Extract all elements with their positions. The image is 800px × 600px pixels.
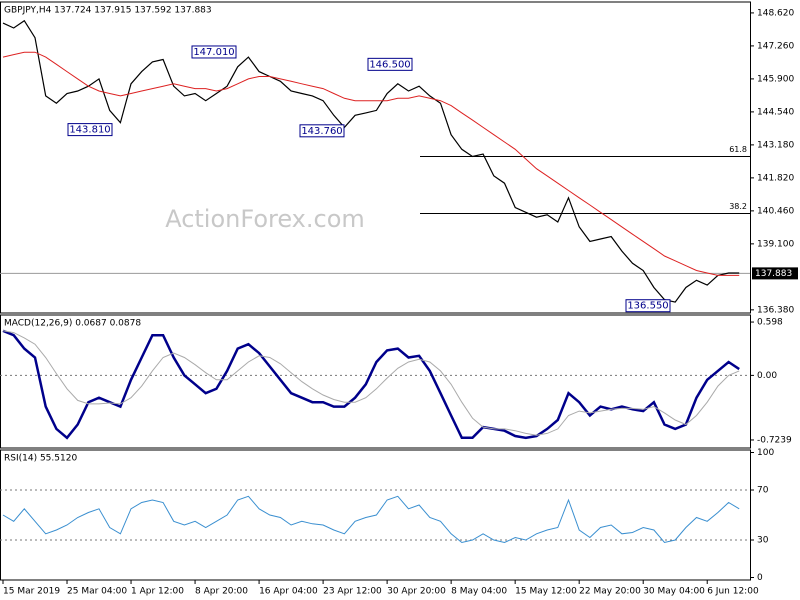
- y-tick-label: 136.380: [757, 305, 794, 315]
- y-tick-label: 148.620: [757, 8, 794, 18]
- y-tick-label: 100: [757, 448, 774, 458]
- panel-frame: [0, 449, 751, 581]
- y-tick-label: -0.7239: [757, 435, 792, 445]
- annotation-box: [191, 45, 237, 59]
- y-tick-label: 144.540: [757, 107, 794, 117]
- y-tick-label: 140.460: [757, 206, 794, 216]
- y-tick-label: 0: [757, 573, 763, 583]
- x-tick-label: 25 Mar 04:00: [67, 587, 127, 597]
- panel-frame: [0, 1, 751, 314]
- annotation-label: 143.760: [301, 126, 342, 137]
- x-tick-label: 16 Apr 04:00: [259, 587, 318, 597]
- panel-title: RSI(14) 55.5120: [4, 454, 77, 464]
- x-tick-label: 15 Mar 2019: [3, 587, 60, 597]
- last-price-box: [752, 267, 798, 280]
- panel-title: GBPJPY,H4 137.724 137.915 137.592 137.88…: [4, 6, 212, 16]
- fib-label: 38.2: [729, 202, 747, 211]
- panel-frame: [0, 314, 751, 449]
- x-tick-label: 8 May 04:00: [451, 587, 507, 597]
- x-tick-label: 1 Apr 12:00: [131, 587, 184, 597]
- x-tick-label: 8 Apr 20:00: [195, 587, 248, 597]
- x-tick-label: 30 Apr 20:00: [387, 587, 446, 597]
- x-tick-label: 30 May 04:00: [643, 587, 705, 597]
- annotation-box: [625, 299, 671, 313]
- x-tick-label: 15 May 12:00: [515, 587, 577, 597]
- y-tick-label: 141.820: [757, 173, 794, 183]
- y-tick-label: 70: [757, 486, 769, 496]
- series-line: [2, 51, 740, 276]
- series-line: [2, 19, 740, 303]
- x-tick-label: 6 Jun 12:00: [707, 587, 759, 597]
- annotation-box: [299, 124, 345, 138]
- annotation-box: [67, 123, 113, 137]
- watermark: ActionForex.com: [165, 205, 365, 233]
- y-tick-label: 143.180: [757, 140, 794, 150]
- y-tick-label: 30: [757, 536, 769, 546]
- last-price-label: 137.883: [755, 269, 792, 279]
- y-tick-label: 139.100: [757, 239, 794, 249]
- x-tick-label: 22 May 20:00: [579, 587, 641, 597]
- y-tick-label: 0.598: [757, 318, 783, 328]
- y-tick-label: 145.900: [757, 74, 794, 84]
- fib-label: 61.8: [729, 145, 747, 154]
- x-tick-label: 23 Apr 12:00: [323, 587, 382, 597]
- annotation-label: 136.550: [627, 301, 668, 312]
- y-tick-label: 147.260: [757, 41, 794, 51]
- y-tick-label: 0.00: [757, 371, 777, 381]
- annotation-label: 146.500: [369, 59, 410, 70]
- series-line: [2, 329, 740, 440]
- annotation-box: [367, 57, 413, 71]
- panel-title: MACD(12,26,9) 0.0687 0.0878: [4, 319, 141, 329]
- annotation-label: 147.010: [193, 47, 234, 58]
- annotation-label: 143.810: [69, 125, 110, 136]
- series-line: [2, 330, 740, 436]
- series-line: [2, 495, 740, 544]
